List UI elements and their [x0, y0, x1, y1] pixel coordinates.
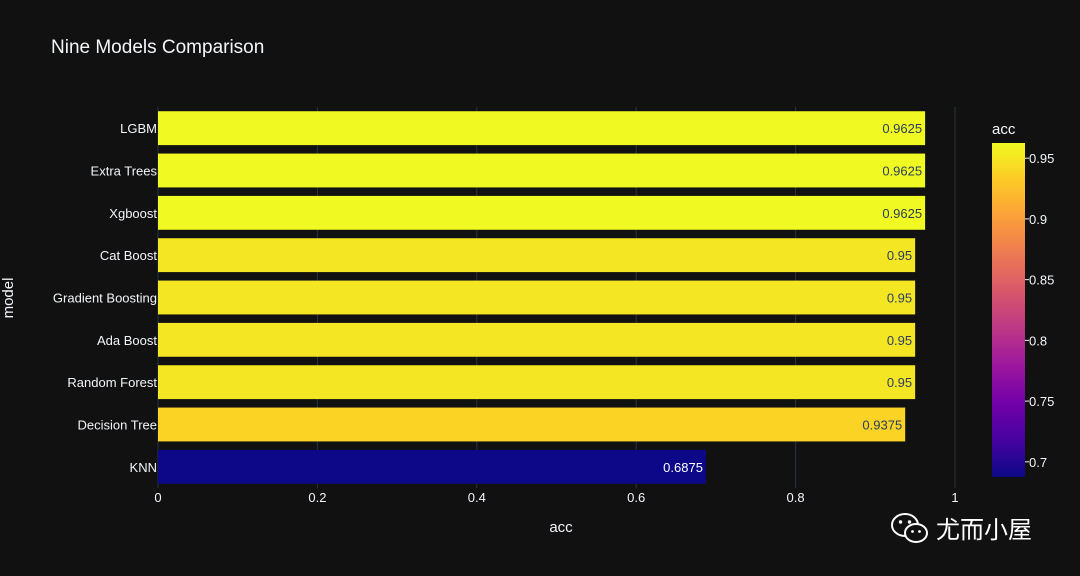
bars	[158, 111, 926, 484]
y-tick-label: Gradient Boosting	[53, 291, 157, 306]
bar-value-label: 0.95	[887, 333, 912, 348]
colorbar-tick-label: 0.75	[1029, 394, 1054, 409]
bar-value-label: 0.95	[887, 248, 912, 263]
colorbar-tick-label: 0.95	[1029, 151, 1054, 166]
watermark-text: 尤而小屋	[936, 516, 1032, 544]
bar-value-label: 0.95	[887, 291, 912, 306]
bar	[158, 365, 916, 400]
y-tick-label: Extra Trees	[91, 164, 158, 179]
value-labels: 0.9625 0.9625 0.9625 0.95 0.95 0.95 0.95 0.9375…	[663, 121, 922, 475]
bar-value-label: 0.95	[887, 375, 912, 390]
y-tick-label: KNN	[130, 460, 157, 475]
colorbar-tick-label: 0.85	[1029, 273, 1054, 288]
x-tick-label: 0.6	[627, 490, 645, 505]
y-tick-label: Cat Boost	[100, 248, 157, 263]
bar-value-label: 0.9625	[882, 206, 922, 221]
bar	[158, 407, 906, 442]
colorbar-tick-label: 0.8	[1029, 333, 1047, 348]
bar-value-label: 0.6875	[663, 460, 703, 475]
y-tick-label: Decision Tree	[78, 418, 157, 433]
bar	[158, 111, 926, 146]
colorbar	[992, 143, 1025, 477]
bar	[158, 449, 706, 484]
bar	[158, 238, 916, 273]
x-axis-title: acc	[549, 519, 573, 536]
x-tick-label: 1	[951, 490, 958, 505]
colorbar-title: acc	[992, 121, 1016, 138]
y-axis-title: model	[0, 278, 17, 319]
bar	[158, 153, 926, 188]
y-tick-label: Random Forest	[67, 375, 157, 390]
colorbar-ticks: 0.7 0.75 0.8 0.85 0.9 0.95	[1025, 151, 1054, 470]
x-tick-label: 0.4	[468, 490, 486, 505]
x-tick-label: 0	[154, 490, 161, 505]
x-axis-ticks: 0 0.2 0.4 0.6 0.8 1	[154, 490, 958, 505]
chart-title: Nine Models Comparison	[51, 37, 264, 58]
bar	[158, 280, 916, 315]
x-tick-label: 0.2	[308, 490, 326, 505]
y-tick-label: LGBM	[120, 121, 157, 136]
watermark: 尤而小屋	[890, 510, 1032, 545]
bar	[158, 322, 916, 357]
bar-value-label: 0.9375	[862, 418, 902, 433]
y-axis-labels: LGBM Extra Trees Xgboost Cat Boost Gradient …	[53, 121, 158, 475]
wechat-icon	[890, 511, 930, 545]
colorbar-tick-label: 0.7	[1029, 455, 1047, 470]
bar-value-label: 0.9625	[882, 164, 922, 179]
bar	[158, 195, 926, 230]
colorbar-tick-label: 0.9	[1029, 212, 1047, 227]
bar-value-label: 0.9625	[882, 121, 922, 136]
y-tick-label: Xgboost	[109, 206, 157, 221]
x-tick-label: 0.8	[787, 490, 805, 505]
y-tick-label: Ada Boost	[97, 333, 157, 348]
